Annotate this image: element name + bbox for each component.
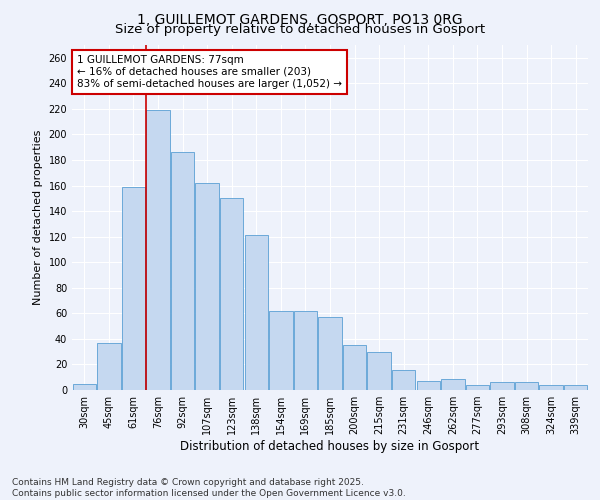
Bar	[97, 342, 121, 390]
Bar	[367, 352, 391, 390]
Bar	[171, 152, 194, 390]
Bar	[245, 236, 268, 390]
Bar	[196, 183, 219, 390]
Bar	[220, 198, 244, 390]
Text: 1 GUILLEMOT GARDENS: 77sqm
← 16% of detached houses are smaller (203)
83% of sem: 1 GUILLEMOT GARDENS: 77sqm ← 16% of deta…	[77, 56, 342, 88]
Bar	[343, 346, 366, 390]
Bar	[319, 317, 341, 390]
Bar	[539, 385, 563, 390]
Bar	[122, 187, 145, 390]
Bar	[392, 370, 415, 390]
Bar	[73, 384, 96, 390]
Text: Size of property relative to detached houses in Gosport: Size of property relative to detached ho…	[115, 22, 485, 36]
Bar	[515, 382, 538, 390]
Bar	[416, 381, 440, 390]
Bar	[564, 385, 587, 390]
Bar	[146, 110, 170, 390]
Y-axis label: Number of detached properties: Number of detached properties	[33, 130, 43, 305]
Bar	[466, 385, 489, 390]
Text: 1, GUILLEMOT GARDENS, GOSPORT, PO13 0RG: 1, GUILLEMOT GARDENS, GOSPORT, PO13 0RG	[137, 12, 463, 26]
Bar	[269, 311, 293, 390]
Bar	[490, 382, 514, 390]
Bar	[441, 378, 464, 390]
Bar	[294, 311, 317, 390]
X-axis label: Distribution of detached houses by size in Gosport: Distribution of detached houses by size …	[181, 440, 479, 453]
Text: Contains HM Land Registry data © Crown copyright and database right 2025.
Contai: Contains HM Land Registry data © Crown c…	[12, 478, 406, 498]
